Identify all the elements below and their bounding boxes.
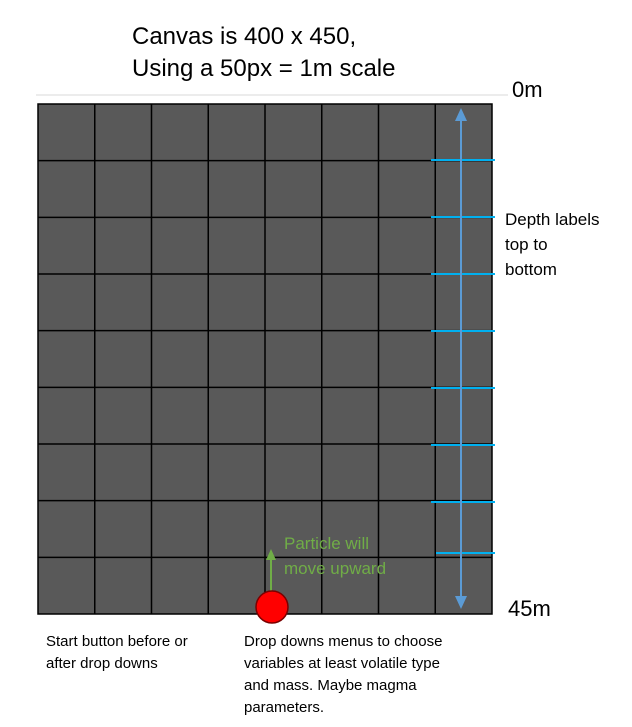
- depth-arrow: [455, 108, 467, 609]
- dropdown-note-line-4: parameters.: [244, 699, 324, 716]
- start-button-note-line-1: Start button before or: [46, 633, 188, 650]
- canvas-size-caption: Canvas is 400 x 450,: [132, 23, 356, 50]
- magma-particle: [255, 590, 289, 624]
- scale-caption: Using a 50px = 1m scale: [132, 55, 395, 82]
- dropdown-note-line-3: and mass. Maybe magma: [244, 677, 417, 694]
- depth-note-line-3: bottom: [505, 260, 557, 279]
- depth-top-label: 0m: [512, 77, 543, 102]
- dropdown-note-line-1: Drop downs menus to choose: [244, 633, 442, 650]
- start-button-note-line-2: after drop downs: [46, 655, 158, 672]
- dropdown-note-line-2: variables at least volatile type: [244, 655, 440, 672]
- particle-upward-arrow: [266, 549, 276, 593]
- depth-ticks: [431, 159, 495, 554]
- particle-label-line-2: move upward: [284, 559, 386, 578]
- depth-bottom-label: 45m: [508, 596, 551, 621]
- particle-label-line-1: Particle will: [284, 534, 369, 553]
- simulation-canvas: [37, 103, 493, 615]
- depth-note-line-2: top to: [505, 235, 548, 254]
- depth-note-line-1: Depth labels: [505, 210, 600, 229]
